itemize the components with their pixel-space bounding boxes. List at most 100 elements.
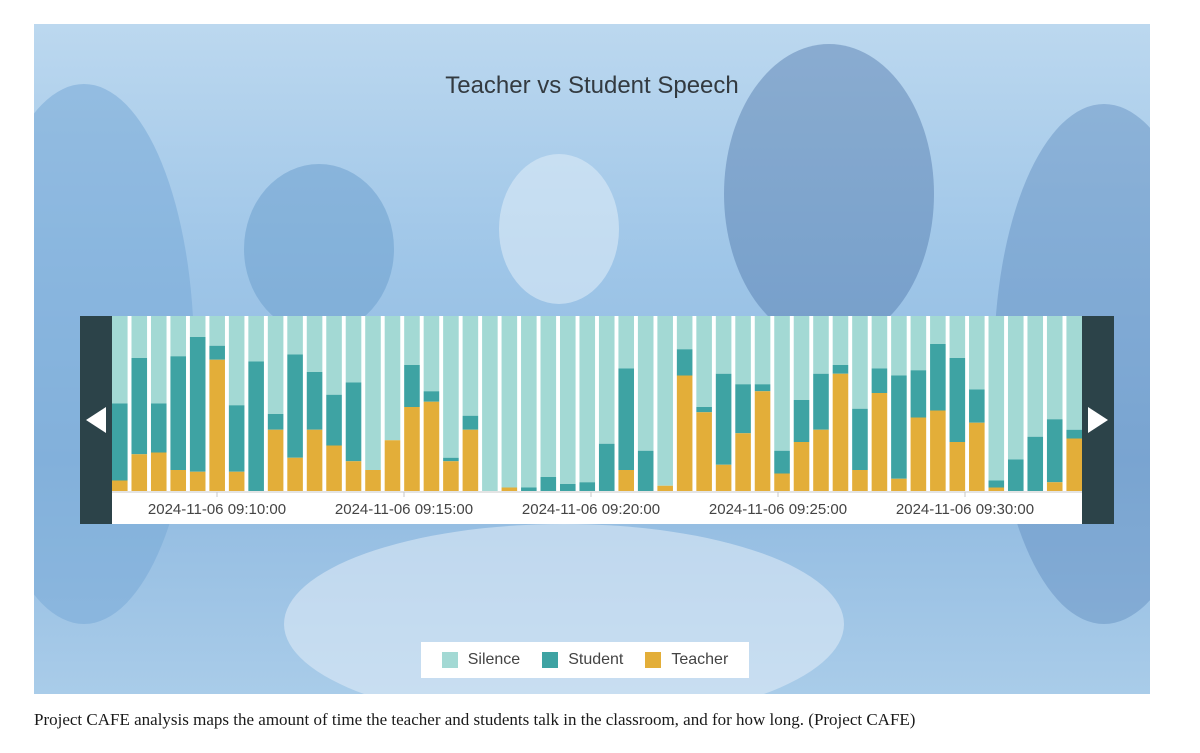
legend-item-student: Student xyxy=(542,651,623,669)
bar-student xyxy=(793,400,810,442)
bar-silence xyxy=(112,316,128,404)
bar-teacher xyxy=(384,440,401,491)
scroll-right-button[interactable] xyxy=(1082,316,1114,524)
bar-silence xyxy=(209,316,225,346)
bar-silence xyxy=(482,316,498,491)
bar-silence xyxy=(462,316,479,416)
x-tick-label: 2024-11-06 09:15:00 xyxy=(335,501,473,518)
bar-student xyxy=(131,358,148,455)
photo-figure-girl xyxy=(499,154,619,304)
bar-silence xyxy=(326,316,342,395)
bar-student xyxy=(715,373,732,465)
bar-student xyxy=(832,365,849,374)
bar-student xyxy=(735,384,751,434)
bar-student xyxy=(559,484,576,491)
bar-student xyxy=(287,354,303,458)
bar-silence xyxy=(345,316,362,383)
bar-student xyxy=(404,365,420,407)
bar-student xyxy=(326,394,342,446)
bar-student xyxy=(1066,429,1082,439)
bar-silence xyxy=(404,316,420,365)
classroom-photo-background: Teacher vs Student Speech 2024-11-06 09:… xyxy=(34,24,1150,694)
bar-student xyxy=(521,487,537,491)
bar-silence xyxy=(793,316,810,400)
bar-teacher xyxy=(754,391,771,491)
bar-teacher xyxy=(287,457,303,491)
bar-teacher xyxy=(832,373,849,491)
bar-silence xyxy=(618,316,635,369)
bar-silence xyxy=(559,316,576,484)
bar-student xyxy=(852,408,868,470)
bar-student xyxy=(930,344,946,411)
bar-student xyxy=(579,482,596,491)
bar-silence xyxy=(774,316,790,451)
bar-teacher xyxy=(793,442,810,491)
bar-student xyxy=(696,407,712,413)
x-tick-label: 2024-11-06 09:30:00 xyxy=(896,501,1034,518)
bar-student xyxy=(1007,459,1024,491)
bar-silence xyxy=(423,316,440,392)
bar-silence xyxy=(170,316,187,357)
bar-silence xyxy=(871,316,888,369)
bar-silence xyxy=(287,316,303,355)
bar-student xyxy=(618,368,635,470)
bar-student xyxy=(423,391,440,402)
bar-student xyxy=(228,405,245,472)
bar-student xyxy=(813,373,829,430)
bar-student xyxy=(462,415,479,430)
bar-silence xyxy=(813,316,829,374)
legend-swatch-student xyxy=(542,652,559,668)
bar-silence xyxy=(715,316,732,374)
bar-student xyxy=(676,349,693,376)
bar-teacher xyxy=(462,429,479,491)
bar-teacher xyxy=(774,473,790,491)
bar-student xyxy=(637,450,654,491)
bar-silence xyxy=(657,316,673,486)
bar-student xyxy=(443,457,459,462)
bar-student xyxy=(209,345,225,360)
bar-silence xyxy=(852,316,868,409)
chart-panel: 2024-11-06 09:10:00 2024-11-06 09:15:00 20… xyxy=(80,316,1114,524)
bar-teacher xyxy=(365,470,381,491)
bar-teacher xyxy=(345,461,362,491)
bar-silence xyxy=(248,316,264,362)
bar-teacher xyxy=(930,410,946,491)
bar-silence xyxy=(676,316,693,350)
bar-teacher xyxy=(150,452,167,491)
bar-student xyxy=(306,372,323,430)
bar-teacher xyxy=(131,454,148,491)
bar-student xyxy=(871,368,888,393)
bar-student xyxy=(150,403,167,453)
bar-teacher xyxy=(813,429,829,491)
bar-teacher xyxy=(949,442,966,491)
legend-label-teacher: Teacher xyxy=(671,651,729,668)
bar-silence xyxy=(501,316,518,488)
legend-item-teacher: Teacher xyxy=(645,651,728,669)
bar-silence xyxy=(267,316,284,414)
bar-teacher xyxy=(189,471,206,491)
legend-item-silence: Silence xyxy=(441,651,520,669)
bar-student xyxy=(1046,419,1063,483)
bar-student xyxy=(345,382,362,462)
x-tick-label: 2024-11-06 09:20:00 xyxy=(522,501,660,518)
legend-swatch-teacher xyxy=(645,652,662,668)
stacked-bar-plot: 2024-11-06 09:10:00 2024-11-06 09:15:00 20… xyxy=(112,316,1082,518)
bar-silence xyxy=(969,316,985,390)
bar-silence xyxy=(988,316,1005,481)
bar-student xyxy=(1027,436,1044,491)
bar-student xyxy=(949,358,966,442)
bar-silence xyxy=(540,316,557,477)
legend-label-student: Student xyxy=(568,651,624,668)
bar-silence xyxy=(365,316,381,470)
bar-student xyxy=(988,480,1005,488)
bar-silence xyxy=(735,316,751,385)
bar-teacher xyxy=(112,480,128,491)
scroll-left-button[interactable] xyxy=(80,316,112,524)
bar-silence xyxy=(832,316,849,365)
bar-silence xyxy=(696,316,712,407)
figure-caption: Project CAFE analysis maps the amount of… xyxy=(34,710,916,729)
bar-teacher xyxy=(228,471,245,491)
x-tick-label: 2024-11-06 09:10:00 xyxy=(148,501,286,518)
bar-student xyxy=(170,356,187,470)
bar-teacher xyxy=(170,470,187,491)
